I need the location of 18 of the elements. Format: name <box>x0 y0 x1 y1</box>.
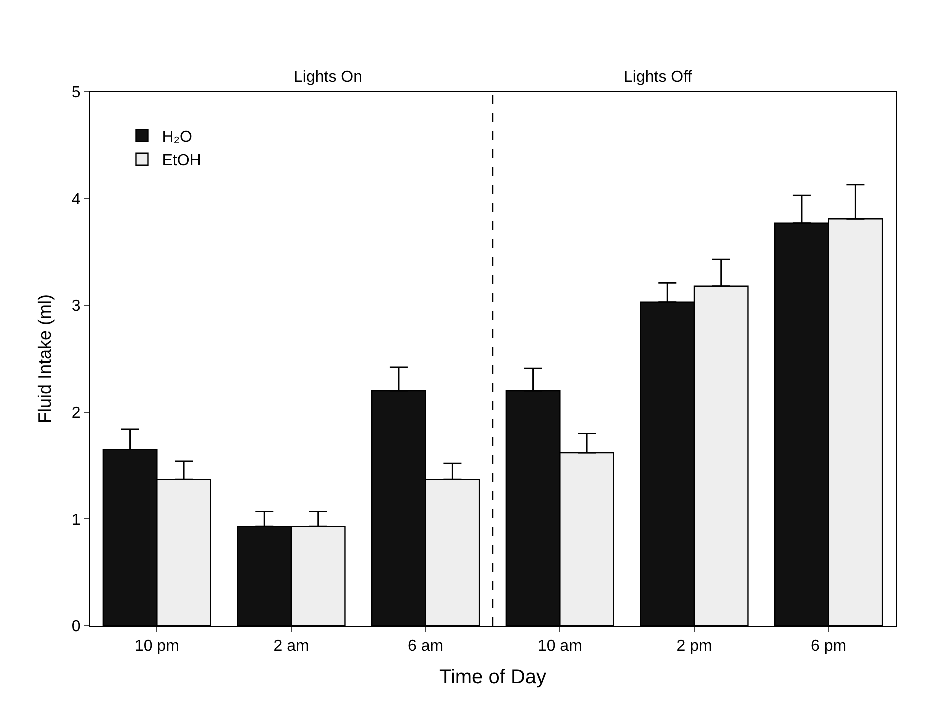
y-tick-label: 2 <box>72 405 81 422</box>
y-tick-label: 3 <box>72 298 81 316</box>
x-tick-label: 2 am <box>274 638 310 656</box>
x-tick-label: 10 pm <box>134 638 180 656</box>
legend-label: H₂O <box>162 128 192 146</box>
y-tick-label: 0 <box>72 618 81 636</box>
y-tick-label: 4 <box>72 191 81 208</box>
y-tick-label: 1 <box>72 512 81 529</box>
y-axis-title: Fluid Intake (ml) <box>35 294 56 424</box>
x-tick-label: 10 am <box>538 638 582 656</box>
text: Lights On <box>294 69 362 86</box>
text: Lights Off <box>624 69 693 86</box>
x-tick-label: 6 pm <box>811 638 847 656</box>
legend-label: EtOH <box>162 152 202 170</box>
x-tick-label: 6 am <box>408 638 444 656</box>
y-tick-label: 5 <box>72 84 81 102</box>
x-axis-title: Time of Day <box>439 666 547 689</box>
x-tick-label: 2 pm <box>676 638 712 656</box>
